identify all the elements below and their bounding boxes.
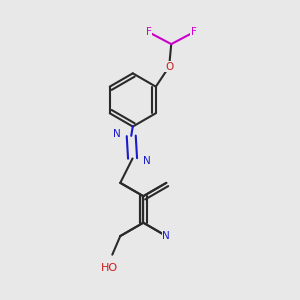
Text: F: F xyxy=(146,27,152,37)
Text: N: N xyxy=(143,156,151,166)
Text: N: N xyxy=(113,129,121,139)
Text: N: N xyxy=(163,231,170,241)
Text: F: F xyxy=(191,27,197,37)
Text: HO: HO xyxy=(100,263,118,273)
Text: O: O xyxy=(165,62,173,72)
